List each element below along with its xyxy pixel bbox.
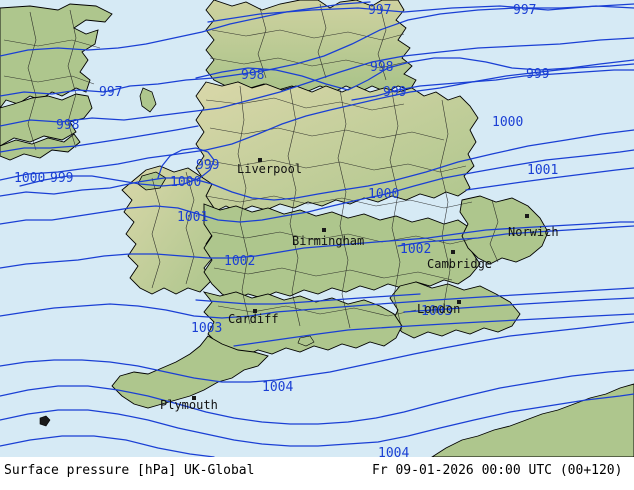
- isobar-998-b: [195, 57, 634, 91]
- isobar-label-999-8: 999: [196, 158, 220, 173]
- land-isle-of-man: [139, 87, 157, 113]
- isobar-1002-b: [397, 225, 634, 247]
- city-marker-liverpool: [258, 158, 262, 162]
- isobar-label-1002-17: 1002: [400, 242, 432, 257]
- isobar-label-1001-14: 1001: [527, 163, 559, 178]
- city-label-liverpool: Liverpool: [237, 162, 303, 176]
- isobar-999-b: [351, 69, 634, 101]
- city-label-norwich: Norwich: [508, 225, 559, 239]
- isobar-north-extra: [0, 1, 371, 57]
- land-east-anglia: [459, 195, 549, 265]
- city-label-birmingham: Birmingham: [292, 234, 365, 248]
- land-ireland: [0, 3, 113, 109]
- land-northern-england: [195, 81, 479, 213]
- footer-valid-time-label: Fr 09-01-2026 00:00 UTC (00+120): [372, 463, 623, 478]
- land-cornwall: [111, 335, 269, 409]
- isobar-1000-a: [0, 129, 634, 201]
- isobar-lines: [0, 1, 634, 457]
- isobar-1003-a: [0, 287, 634, 319]
- isobar-label-1002-16: 1002: [224, 254, 256, 269]
- isobar-channel-a: [195, 293, 421, 305]
- city-marker-london: [457, 300, 461, 304]
- isobar-se-a: [465, 167, 634, 191]
- isobar-label-998-5: 998: [56, 118, 80, 133]
- isobar-channel-b: [233, 313, 634, 347]
- land-ireland-southwest: [0, 133, 81, 161]
- isobar-label-1000-12: 1000: [170, 175, 202, 190]
- isobar-label-999-9: 999: [50, 171, 74, 186]
- map-graphics: [0, 0, 634, 457]
- isobar-1001-a: [0, 149, 634, 225]
- land-channel-island: [297, 335, 315, 347]
- map-canvas[interactable]: 997 997 997 998 998 998 999 999 999 999 1000 1000 10…: [0, 0, 634, 457]
- isobar-1003-b: [403, 297, 634, 313]
- isobar-label-999-6: 999: [383, 85, 407, 100]
- isobar-label-999-7: 999: [526, 67, 550, 82]
- isobar-label-1000-13: 1000: [368, 187, 400, 202]
- isobar-label-997-0: 997: [368, 3, 392, 18]
- isobar-south-b: [0, 435, 215, 457]
- footer-parameter-label: Surface pressure [hPa] UK-Global: [4, 463, 255, 478]
- city-label-cardiff: Cardiff: [228, 312, 279, 326]
- city-label-plymouth: Plymouth: [160, 398, 218, 412]
- city-marker-plymouth: [192, 396, 196, 400]
- isobar-irish-a: [0, 125, 199, 153]
- isobar-999-a: [0, 63, 634, 181]
- isobar-label-1003-18: 1003: [191, 321, 223, 336]
- isobar-997-b: [0, 3, 634, 97]
- land-france: [431, 383, 634, 457]
- isobar-1002-a: [0, 221, 634, 269]
- isobar-label-1004-21: 1004: [378, 446, 410, 457]
- city-marker-norwich: [525, 214, 529, 218]
- land-scilly-isles: [39, 415, 51, 427]
- isobar-label-998-4: 998: [370, 60, 394, 75]
- administrative-boundaries: [3, 3, 499, 331]
- isobar-1004-b: [0, 393, 634, 447]
- isobar-label-1000-11: 1000: [14, 171, 46, 186]
- isobar-south-a: [0, 369, 634, 425]
- isobar-label-1003-19: 1003: [421, 304, 453, 319]
- city-label-cambridge: Cambridge: [427, 257, 493, 271]
- isobar-label-1000-10: 1000: [492, 115, 524, 130]
- land-ireland-south: [0, 93, 93, 147]
- city-marker-cambridge: [451, 250, 455, 254]
- isobar-label-1004-20: 1004: [262, 380, 294, 395]
- isobar-998-a: [0, 37, 634, 127]
- isobar-1000-b: [19, 147, 215, 187]
- isobar-label-998-3: 998: [241, 68, 265, 83]
- isobar-label-997-2: 997: [99, 85, 123, 100]
- isobar-label-997-1: 997: [513, 3, 537, 18]
- map-footer: Surface pressure [hPa] UK-Global Fr 09-0…: [0, 457, 634, 490]
- city-marker-birmingham: [322, 228, 326, 232]
- isobar-label-1001-15: 1001: [177, 210, 209, 225]
- isobar-1004-a: [0, 321, 634, 383]
- city-label-london: London: [417, 302, 461, 316]
- city-marker-cardiff: [253, 309, 257, 313]
